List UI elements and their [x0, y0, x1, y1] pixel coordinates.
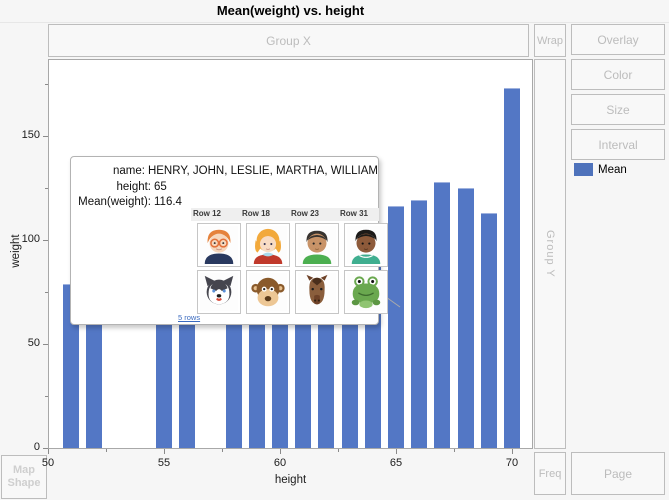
- legend-mean-label: Mean: [598, 163, 627, 176]
- title-divider: [0, 22, 669, 23]
- bar-height-52[interactable]: [86, 315, 102, 448]
- tooltip-row-label-1: height:: [116, 180, 151, 193]
- bar-height-65[interactable]: [388, 206, 404, 448]
- dropzone-page[interactable]: Page: [571, 452, 665, 495]
- chart-title: Mean(weight) vs. height: [216, 3, 365, 18]
- hover-tooltip: name: HENRY, JOHN, LESLIE, MARTHA, WILLIA…: [70, 156, 388, 325]
- bar-height-67[interactable]: [434, 182, 450, 448]
- boy-glasses-avatar: [197, 223, 241, 267]
- dropzone-group-y[interactable]: Group Y: [534, 59, 566, 449]
- x-tick-label-60: 60: [273, 457, 287, 469]
- tooltip-col-header-3: Row 31: [340, 209, 369, 218]
- x-major-tick-50: [48, 449, 49, 454]
- x-minor-tick-57.5: [222, 449, 223, 452]
- dropzone-color[interactable]: Color: [571, 59, 665, 90]
- y-minor-tick-175: [45, 84, 48, 85]
- x-tick-label-70: 70: [505, 457, 519, 469]
- tooltip-row-value-1: 65: [154, 180, 167, 193]
- tooltip-rows-link[interactable]: 5 rows: [178, 313, 201, 322]
- tooltip-row-label-0: name:: [112, 165, 145, 177]
- tooltip-row-value-0: HENRY, JOHN, LESLIE, MARTHA, WILLIAM: [147, 165, 378, 177]
- boy-darkhair-avatar: [295, 223, 339, 267]
- tooltip-col-header-0: Row 12: [193, 209, 222, 218]
- y-minor-tick-75: [45, 292, 48, 293]
- bar-height-66[interactable]: [411, 200, 427, 448]
- tooltip-row-1: height: 65: [71, 180, 378, 196]
- bar-height-69[interactable]: [481, 213, 497, 448]
- dropzone-freq[interactable]: Freq: [534, 452, 566, 495]
- dropzone-wrap[interactable]: Wrap: [534, 24, 566, 57]
- y-major-tick-50: [43, 344, 48, 345]
- y-tick-label-150: 150: [21, 129, 40, 141]
- x-axis-label: height: [274, 474, 307, 486]
- x-major-tick-60: [280, 449, 281, 454]
- x-tick-label-65: 65: [389, 457, 403, 469]
- tooltip-text-rows: name: HENRY, JOHN, LESLIE, MARTHA, WILLIA…: [71, 164, 378, 211]
- y-major-tick-100: [43, 240, 48, 241]
- x-minor-tick-62.5: [338, 449, 339, 452]
- dropzone-group-y-label: Group Y: [544, 230, 556, 278]
- tooltip-row-label-2: Mean(weight):: [78, 196, 151, 208]
- bar-height-56[interactable]: [179, 309, 195, 448]
- dropzone-interval-label: Interval: [598, 137, 638, 152]
- legend: Mean: [574, 163, 627, 176]
- dropzone-wrap-label: Wrap: [536, 34, 564, 47]
- x-tick-label-55: 55: [157, 457, 171, 469]
- husky-dog-avatar: [197, 270, 241, 314]
- x-major-tick-55: [164, 449, 165, 454]
- dropzone-size-label: Size: [606, 102, 630, 117]
- y-tick-label-50: 50: [27, 337, 40, 349]
- y-minor-tick-125: [45, 188, 48, 189]
- girl-blonde-avatar: [246, 223, 290, 267]
- dropzone-map-shape-label-2: Shape: [7, 477, 41, 489]
- tooltip-col-header-2: Row 23: [291, 209, 320, 218]
- y-major-tick-150: [43, 136, 48, 137]
- dropzone-map-shape-label-1: Map: [13, 464, 35, 476]
- x-major-tick-65: [396, 449, 397, 454]
- dropzone-freq-label: Freq: [538, 467, 562, 480]
- y-tick-label-0: 0: [33, 441, 40, 453]
- dropzone-overlay[interactable]: Overlay: [571, 24, 665, 55]
- horse-avatar: [295, 270, 339, 314]
- tooltip-row-0: name: HENRY, JOHN, LESLIE, MARTHA, WILLIA…: [71, 164, 378, 180]
- dropzone-map-shape[interactable]: Map Shape: [1, 455, 47, 499]
- tooltip-row-value-2: 116.4: [154, 196, 182, 208]
- y-minor-tick-25: [45, 396, 48, 397]
- tooltip-row-2: Mean(weight): 116.4: [71, 195, 378, 211]
- dropzone-overlay-label: Overlay: [597, 32, 639, 47]
- dropzone-group-x[interactable]: Group X: [48, 24, 529, 57]
- tooltip-table-header-band: [191, 208, 379, 221]
- dropzone-page-label: Page: [603, 466, 633, 481]
- tooltip-col-header-1: Row 18: [242, 209, 271, 218]
- bar-height-70[interactable]: [504, 88, 520, 448]
- frog-avatar: [344, 270, 388, 314]
- dropzone-color-label: Color: [603, 67, 633, 82]
- x-minor-tick-52.5: [106, 449, 107, 452]
- y-tick-label-100: 100: [21, 233, 40, 245]
- y-major-tick-0: [43, 448, 48, 449]
- boy-brown-avatar: [344, 223, 388, 267]
- x-tick-label-50: 50: [41, 457, 55, 469]
- monkey-avatar: [246, 270, 290, 314]
- x-minor-tick-67.5: [454, 449, 455, 452]
- bar-height-68[interactable]: [458, 188, 474, 448]
- dropzone-group-x-label: Group X: [266, 33, 311, 48]
- dropzone-interval[interactable]: Interval: [571, 129, 665, 160]
- x-major-tick-70: [512, 449, 513, 454]
- y-axis-label: weight: [10, 234, 22, 268]
- legend-mean-swatch: [574, 163, 593, 176]
- dropzone-size[interactable]: Size: [571, 94, 665, 125]
